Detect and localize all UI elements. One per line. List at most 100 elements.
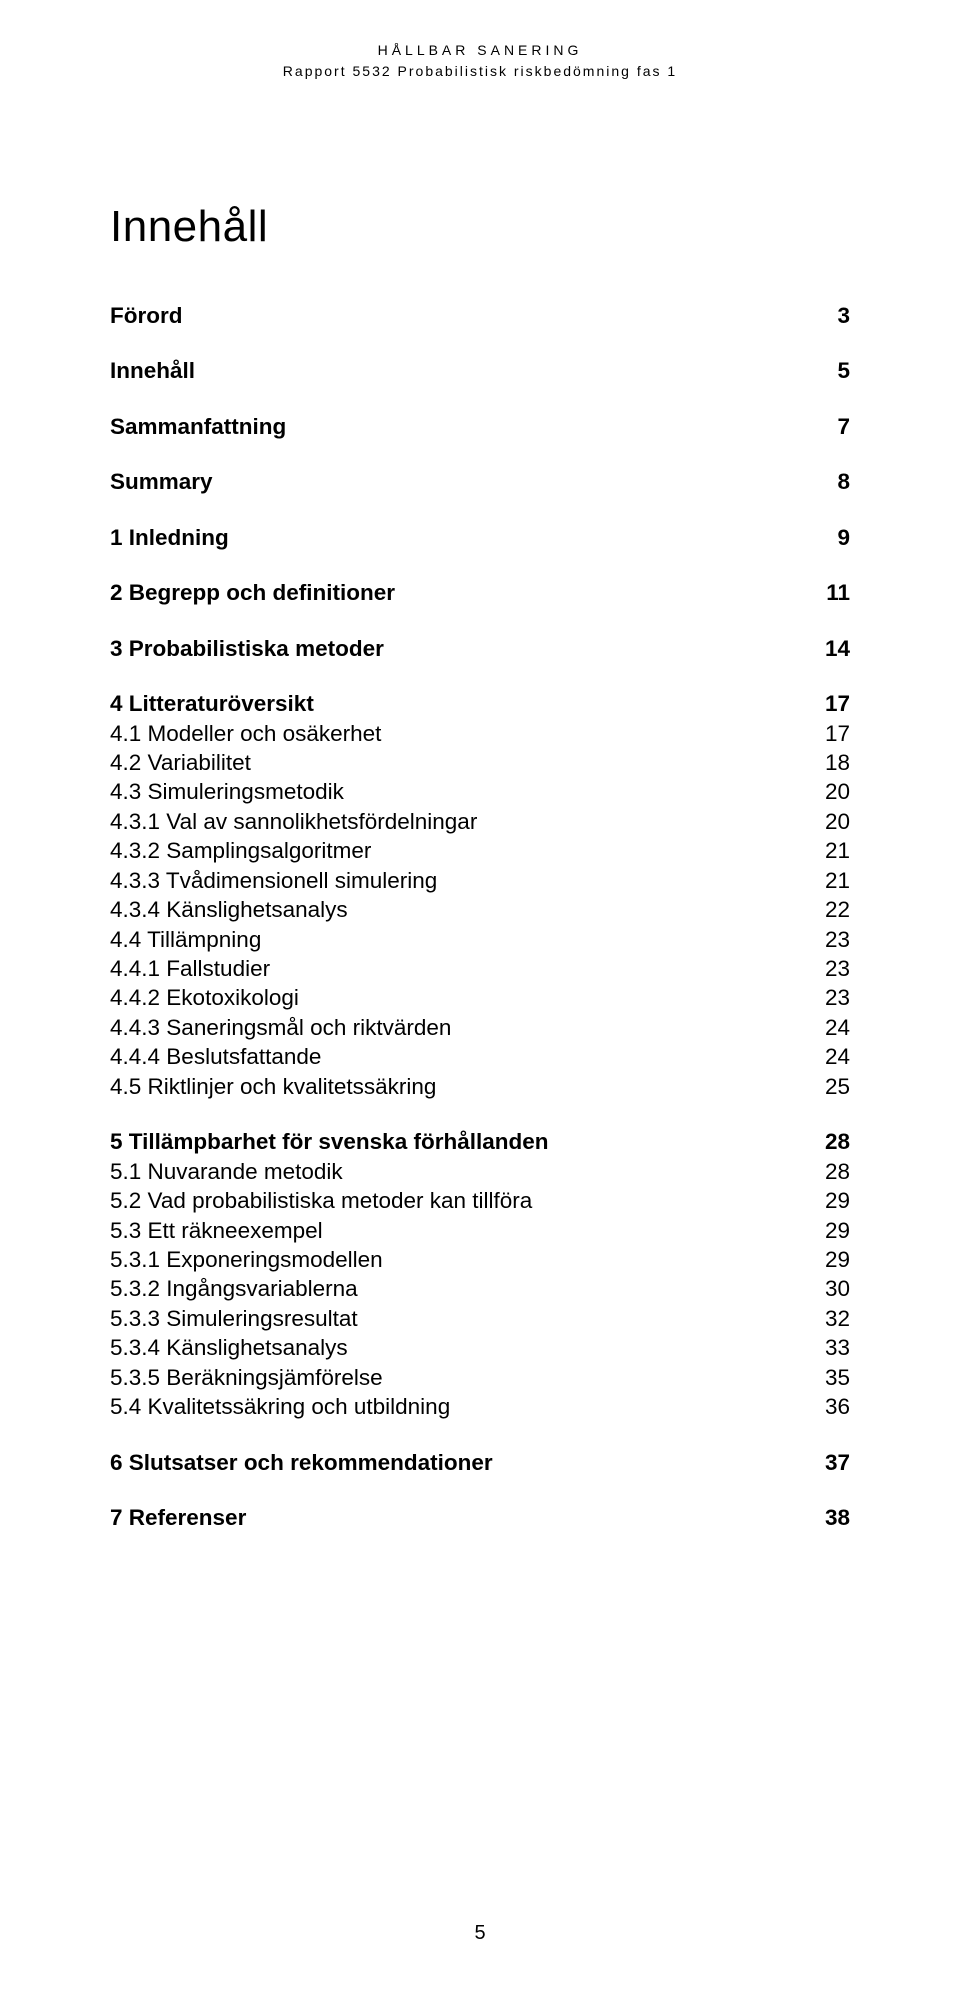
toc-gap xyxy=(110,385,850,413)
toc-label: 4.3 Simuleringsmetodik xyxy=(110,778,810,805)
toc-page-number: 7 xyxy=(810,413,850,440)
toc-label: 1 Inledning xyxy=(110,524,810,551)
toc-page-number: 24 xyxy=(810,1043,850,1070)
toc-row: 5.3.3 Simuleringsresultat32 xyxy=(110,1305,850,1332)
toc-page-number: 20 xyxy=(810,808,850,835)
toc-page-number: 8 xyxy=(810,468,850,495)
toc-label: Summary xyxy=(110,468,810,495)
toc-gap xyxy=(110,607,850,635)
toc-page-number: 23 xyxy=(810,955,850,982)
toc-label: 5.3.3 Simuleringsresultat xyxy=(110,1305,810,1332)
toc-page-number: 23 xyxy=(810,926,850,953)
toc-row: 5.3 Ett räkneexempel29 xyxy=(110,1217,850,1244)
toc-label: 4.4.1 Fallstudier xyxy=(110,955,810,982)
toc-label: 4.4 Tillämpning xyxy=(110,926,810,953)
toc-page-number: 11 xyxy=(810,579,850,606)
toc-label: 5.2 Vad probabilistiska metoder kan till… xyxy=(110,1187,810,1214)
toc-row: 4 Litteraturöversikt17 xyxy=(110,690,850,717)
toc-label: Innehåll xyxy=(110,357,810,384)
toc-label: 5.3.2 Ingångsvariablerna xyxy=(110,1275,810,1302)
toc-label: 5.3.1 Exponeringsmodellen xyxy=(110,1246,810,1273)
toc-page-number: 23 xyxy=(810,984,850,1011)
toc-label: 5 Tillämpbarhet för svenska förhållanden xyxy=(110,1128,810,1155)
page-header: HÅLLBAR SANERING Rapport 5532 Probabilis… xyxy=(110,40,850,82)
header-line-2: Rapport 5532 Probabilistisk riskbedömnin… xyxy=(110,61,850,82)
toc-row: 5 Tillämpbarhet för svenska förhållanden… xyxy=(110,1128,850,1155)
toc-row: 2 Begrepp och definitioner11 xyxy=(110,579,850,606)
toc-label: Sammanfattning xyxy=(110,413,810,440)
toc-page-number: 32 xyxy=(810,1305,850,1332)
page-footer: 5 xyxy=(0,1922,960,1945)
table-of-contents: Förord3Innehåll5Sammanfattning7Summary81… xyxy=(110,302,850,1533)
toc-page-number: 33 xyxy=(810,1334,850,1361)
toc-page-number: 22 xyxy=(810,896,850,923)
toc-row: 4.4 Tillämpning23 xyxy=(110,926,850,953)
toc-row: 4.3.3 Tvådimensionell simulering21 xyxy=(110,867,850,894)
toc-page-number: 30 xyxy=(810,1275,850,1302)
toc-row: 3 Probabilistiska metoder14 xyxy=(110,635,850,662)
toc-label: 4.2 Variabilitet xyxy=(110,749,810,776)
toc-page-number: 28 xyxy=(810,1128,850,1155)
toc-label: 4 Litteraturöversikt xyxy=(110,690,810,717)
toc-row: 4.5 Riktlinjer och kvalitetssäkring25 xyxy=(110,1073,850,1100)
toc-label: 2 Begrepp och definitioner xyxy=(110,579,810,606)
toc-row: 4.1 Modeller och osäkerhet17 xyxy=(110,720,850,747)
toc-label: 5.3.4 Känslighetsanalys xyxy=(110,1334,810,1361)
toc-label: 4.1 Modeller och osäkerhet xyxy=(110,720,810,747)
toc-gap xyxy=(110,1421,850,1449)
toc-page-number: 24 xyxy=(810,1014,850,1041)
toc-label: Förord xyxy=(110,302,810,329)
toc-row: 4.3.1 Val av sannolikhetsfördelningar20 xyxy=(110,808,850,835)
toc-row: 5.1 Nuvarande metodik28 xyxy=(110,1158,850,1185)
toc-row: Sammanfattning7 xyxy=(110,413,850,440)
toc-row: 4.4.4 Beslutsfattande24 xyxy=(110,1043,850,1070)
toc-page-number: 20 xyxy=(810,778,850,805)
toc-page-number: 14 xyxy=(810,635,850,662)
toc-page-number: 17 xyxy=(810,720,850,747)
toc-page-number: 38 xyxy=(810,1504,850,1531)
toc-gap xyxy=(110,662,850,690)
toc-gap xyxy=(110,496,850,524)
toc-page-number: 21 xyxy=(810,837,850,864)
footer-page-number: 5 xyxy=(474,1922,485,1944)
toc-page-number: 17 xyxy=(810,690,850,717)
toc-label: 4.3.4 Känslighetsanalys xyxy=(110,896,810,923)
toc-row: 5.3.2 Ingångsvariablerna30 xyxy=(110,1275,850,1302)
toc-label: 5.4 Kvalitetssäkring och utbildning xyxy=(110,1393,810,1420)
toc-row: 4.3.2 Samplingsalgoritmer21 xyxy=(110,837,850,864)
toc-label: 6 Slutsatser och rekommendationer xyxy=(110,1449,810,1476)
toc-row: 7 Referenser38 xyxy=(110,1504,850,1531)
toc-row: 5.2 Vad probabilistiska metoder kan till… xyxy=(110,1187,850,1214)
toc-label: 5.1 Nuvarande metodik xyxy=(110,1158,810,1185)
toc-gap xyxy=(110,440,850,468)
toc-label: 3 Probabilistiska metoder xyxy=(110,635,810,662)
toc-row: Innehåll5 xyxy=(110,357,850,384)
toc-label: 4.3.1 Val av sannolikhetsfördelningar xyxy=(110,808,810,835)
toc-row: 4.4.1 Fallstudier23 xyxy=(110,955,850,982)
toc-page-number: 9 xyxy=(810,524,850,551)
toc-gap xyxy=(110,551,850,579)
toc-row: 1 Inledning9 xyxy=(110,524,850,551)
toc-gap xyxy=(110,329,850,357)
toc-page-number: 37 xyxy=(810,1449,850,1476)
page-title: Innehåll xyxy=(110,202,850,252)
toc-row: 5.3.4 Känslighetsanalys33 xyxy=(110,1334,850,1361)
toc-page-number: 28 xyxy=(810,1158,850,1185)
toc-row: 4.4.2 Ekotoxikologi23 xyxy=(110,984,850,1011)
toc-label: 4.5 Riktlinjer och kvalitetssäkring xyxy=(110,1073,810,1100)
toc-row: 5.3.1 Exponeringsmodellen29 xyxy=(110,1246,850,1273)
toc-page-number: 35 xyxy=(810,1364,850,1391)
toc-row: 4.3 Simuleringsmetodik20 xyxy=(110,778,850,805)
toc-label: 5.3.5 Beräkningsjämförelse xyxy=(110,1364,810,1391)
toc-row: 4.2 Variabilitet18 xyxy=(110,749,850,776)
header-line-1: HÅLLBAR SANERING xyxy=(110,40,850,61)
toc-row: 4.3.4 Känslighetsanalys22 xyxy=(110,896,850,923)
toc-label: 4.4.4 Beslutsfattande xyxy=(110,1043,810,1070)
toc-page-number: 29 xyxy=(810,1246,850,1273)
toc-label: 5.3 Ett räkneexempel xyxy=(110,1217,810,1244)
toc-page-number: 36 xyxy=(810,1393,850,1420)
toc-page-number: 29 xyxy=(810,1217,850,1244)
toc-label: 4.3.2 Samplingsalgoritmer xyxy=(110,837,810,864)
toc-page-number: 25 xyxy=(810,1073,850,1100)
toc-row: Summary8 xyxy=(110,468,850,495)
